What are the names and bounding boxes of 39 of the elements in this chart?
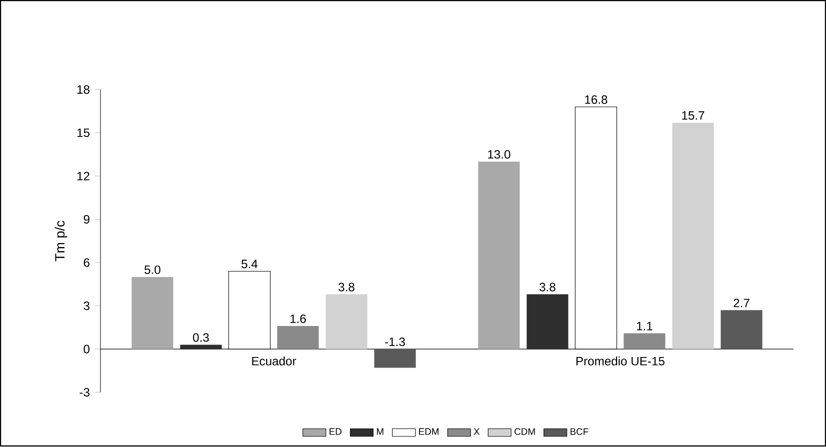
legend-label: EDM [419,428,438,436]
y-axis-title: Tm p/c [54,220,68,262]
data-label: 1.1 [637,322,652,330]
data-label: 15.7 [682,112,704,120]
y-tick-label: -3 [80,388,90,397]
bar [277,326,319,350]
legend-label: X [474,428,480,436]
y-tick-label: 9 [84,215,90,224]
bar [132,277,174,350]
data-label: 13.0 [488,150,510,159]
legend-label: BCF [570,428,588,436]
x-tick-label: Promedio UE-15 [576,356,664,366]
y-tick-label: 6 [84,258,90,268]
y-tick-label: 0 [84,345,90,354]
y-tick-label: 18 [77,86,90,94]
bar [180,344,222,350]
y-tick-label: 15 [77,128,90,138]
data-label: 5.4 [242,260,258,269]
data-label: 5.0 [144,266,160,274]
legend-label: CDM [514,428,535,436]
data-label: 16.8 [585,96,608,104]
data-label: 3.8 [540,282,556,292]
legend-label: M [376,428,384,436]
bar [478,162,520,350]
y-tick-label: 3 [84,302,90,310]
bar [720,310,762,350]
data-label: 0.3 [193,333,209,342]
x-tick-label: Ecuador [252,356,296,366]
data-label: 3.8 [338,282,354,292]
data-label: 2.7 [734,298,750,308]
bar [374,349,416,368]
bar [624,333,666,350]
y-tick-label: 12 [77,172,90,181]
legend-label: ED [330,428,342,436]
bar [672,122,714,350]
bar [326,294,368,350]
data-label: -1.3 [385,338,405,346]
data-label: 1.6 [290,314,306,324]
bar [526,294,568,350]
